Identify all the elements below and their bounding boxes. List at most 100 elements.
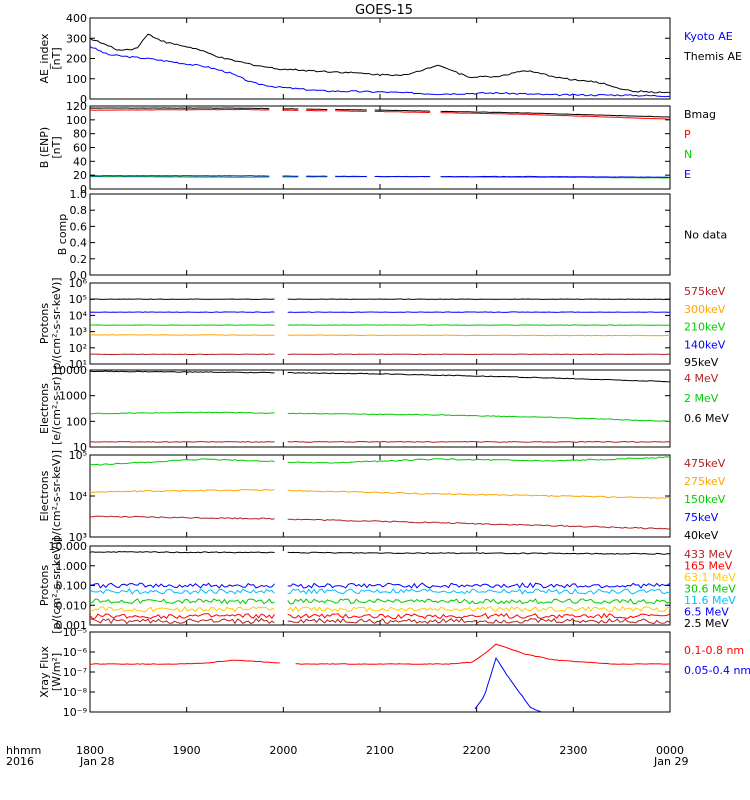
series-line-11-6-mev bbox=[90, 589, 670, 594]
panel-4: 10¹10²10³10⁴10⁵10⁶Protonsp/(cm²-s-sr-keV… bbox=[38, 277, 726, 371]
panel-5: 10100100010000Electrons[e/(cm²-s-sr)]4 M… bbox=[38, 364, 729, 454]
y-tick-label: 1.0 bbox=[70, 188, 88, 201]
legend-label: 2.5 MeV bbox=[684, 617, 729, 630]
y-tick-label: 10⁻⁹ bbox=[63, 706, 87, 719]
panel-3: 0.00.20.40.60.81.0B compNo data bbox=[56, 188, 727, 282]
legend-label: 2 MeV bbox=[684, 392, 719, 405]
legend-label: E bbox=[684, 168, 691, 181]
y-tick-label: 10⁴ bbox=[69, 490, 88, 503]
series-line-475kev bbox=[90, 516, 670, 529]
panel-7: 0.0010.0100.1001.00010.000Protons[p/(cm²… bbox=[38, 537, 736, 634]
panel-1: 0100200300400AE_index[nT]Kyoto AEThemis … bbox=[38, 12, 742, 106]
legend-label: 4 MeV bbox=[684, 372, 719, 385]
legend-label: Themis AE bbox=[683, 50, 742, 63]
chart-title: GOES-15 bbox=[355, 3, 413, 18]
y-tick-label: 200 bbox=[66, 53, 87, 66]
x-tick-label: 0000 bbox=[656, 744, 684, 757]
panel-frame bbox=[90, 18, 670, 99]
y-tick-label: 10⁻⁷ bbox=[63, 666, 87, 679]
x-tick-label: 1800 bbox=[76, 744, 104, 757]
legend-label: 75keV bbox=[684, 511, 719, 524]
time-year-label: 2016 bbox=[6, 755, 34, 768]
series-line-63-1-mev bbox=[90, 607, 670, 612]
panel-annotation: No data bbox=[684, 229, 727, 242]
legend-label: 0.1-0.8 nm bbox=[684, 644, 744, 657]
y-tick-label: 10² bbox=[69, 342, 87, 355]
panel-frame bbox=[90, 370, 670, 447]
y-tick-label: 100 bbox=[66, 73, 87, 86]
y-tick-label: 80 bbox=[73, 128, 87, 141]
y-axis-label: [e/(cm²-s-sr)] bbox=[50, 372, 63, 445]
y-tick-label: 100 bbox=[66, 114, 87, 127]
series-line-6-5-mev bbox=[90, 583, 670, 588]
series-line-0-1-0-8-nm bbox=[90, 644, 670, 664]
y-tick-label: 120 bbox=[66, 100, 87, 113]
legend-label: P bbox=[684, 128, 691, 141]
x-tick-label: 2000 bbox=[269, 744, 297, 757]
x-tick-label: 2200 bbox=[463, 744, 491, 757]
y-axis-label: p/(cm²-s-sr-keV)] bbox=[50, 450, 63, 542]
y-axis-label: [nT] bbox=[50, 47, 63, 69]
y-axis-label: [W/m²] bbox=[50, 653, 63, 691]
y-tick-label: 10⁻⁶ bbox=[63, 646, 88, 659]
legend-label: Kyoto AE bbox=[684, 30, 733, 43]
series-line-575kev bbox=[90, 354, 670, 355]
panel-frame bbox=[90, 283, 670, 364]
y-tick-label: 400 bbox=[66, 12, 87, 25]
legend-label: 300keV bbox=[684, 303, 726, 316]
y-tick-label: 0.2 bbox=[70, 253, 88, 266]
panel-2: 020406080100120B (ENP)[nT]BmagPNE bbox=[38, 100, 716, 196]
panel-frame bbox=[90, 194, 670, 275]
legend-label: 0.6 MeV bbox=[684, 412, 729, 425]
legend-label: 0.05-0.4 nm bbox=[684, 664, 750, 677]
series-line-2-mev bbox=[90, 412, 670, 421]
y-tick-label: 0.8 bbox=[70, 204, 88, 217]
y-tick-label: 10⁶ bbox=[69, 277, 88, 290]
y-tick-label: 10⁵ bbox=[69, 293, 87, 306]
legend-label: 40keV bbox=[684, 529, 719, 542]
legend-label: 475keV bbox=[684, 457, 726, 470]
series-line-0-05-0-4-nm bbox=[475, 658, 541, 712]
y-tick-label: 10³ bbox=[69, 326, 87, 339]
series-line-30-6-mev bbox=[90, 599, 670, 604]
series-line-themis-ae bbox=[90, 34, 670, 93]
y-tick-label: 0.4 bbox=[70, 237, 88, 250]
y-axis-label: p/(cm²-s-sr-keV)] bbox=[50, 277, 63, 369]
y-tick-label: 100 bbox=[66, 415, 87, 428]
y-tick-label: 40 bbox=[73, 155, 87, 168]
panel-frame bbox=[90, 546, 670, 625]
series-line-210kev bbox=[90, 325, 670, 326]
series-line-140kev bbox=[90, 312, 670, 313]
legend-label: 210keV bbox=[684, 321, 726, 334]
x-tick-label: 2300 bbox=[559, 744, 587, 757]
time-axis: hhmm 2016 Jan 28 Jan 29 1800190020002100… bbox=[6, 744, 688, 768]
panel-6: 10³10⁴10⁵Electronsp/(cm²-s-sr-keV)]475ke… bbox=[38, 449, 726, 544]
legend-label: 575keV bbox=[684, 285, 726, 298]
y-axis-label: [nT] bbox=[50, 136, 63, 158]
series-line-4-mev bbox=[90, 442, 670, 443]
y-tick-label: 10⁴ bbox=[69, 309, 88, 322]
y-tick-label: 0.6 bbox=[70, 220, 88, 233]
panel-8: 10⁻⁹10⁻⁸10⁻⁷10⁻⁶10⁻⁵Xray Flux[W/m²]0.1-0… bbox=[38, 626, 750, 719]
series-line-300kev bbox=[90, 335, 670, 336]
legend-label: 275keV bbox=[684, 475, 726, 488]
y-tick-label: 1000 bbox=[59, 390, 87, 403]
panel-frame bbox=[90, 632, 670, 712]
y-tick-label: 10⁻⁵ bbox=[63, 626, 87, 639]
series-line-165-mev bbox=[90, 614, 670, 619]
y-tick-label: 300 bbox=[66, 32, 87, 45]
legend-label: N bbox=[684, 148, 692, 161]
legend-label: Bmag bbox=[684, 108, 716, 121]
x-tick-label: 1900 bbox=[173, 744, 201, 757]
panels: 0100200300400AE_index[nT]Kyoto AEThemis … bbox=[38, 12, 750, 719]
series-line-kyoto-ae bbox=[90, 47, 670, 97]
x-tick-label: 2100 bbox=[366, 744, 394, 757]
series-line-275kev bbox=[90, 490, 670, 499]
legend-label: 140keV bbox=[684, 338, 726, 351]
y-axis-label: [p/(cm²-s-sr-keV)] bbox=[50, 537, 63, 634]
legend-label: 95keV bbox=[684, 356, 719, 369]
y-tick-label: 10⁵ bbox=[69, 449, 87, 462]
y-tick-label: 60 bbox=[73, 142, 87, 155]
y-tick-label: 10⁻⁸ bbox=[63, 686, 88, 699]
